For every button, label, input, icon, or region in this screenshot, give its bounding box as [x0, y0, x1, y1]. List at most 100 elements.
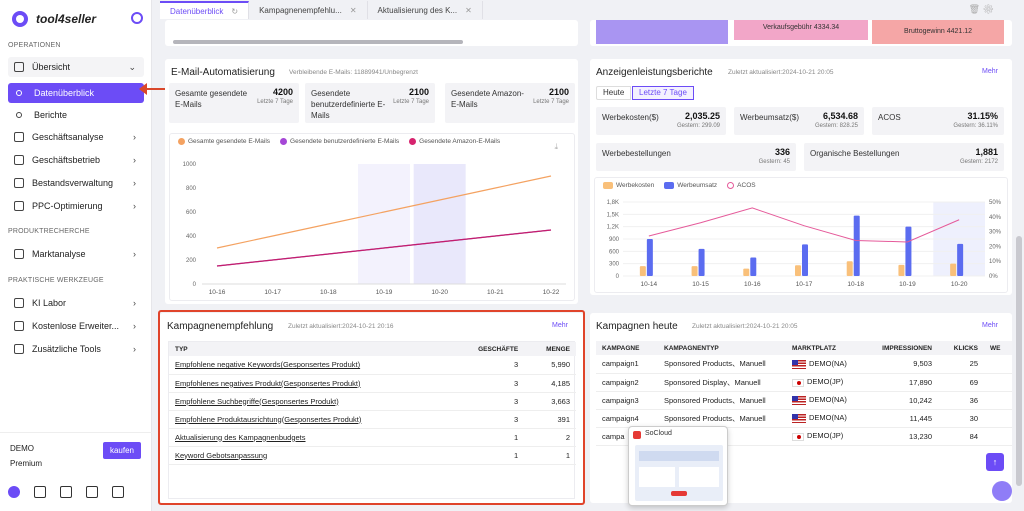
close-icon[interactable]: ✕ [349, 5, 357, 15]
col-header[interactable]: KLICKS [938, 341, 984, 355]
table-row[interactable]: campaign4 Sponsored Products、Manuell DEMO(… [596, 409, 1012, 428]
bullet-icon [16, 112, 22, 118]
ads-bar-chart: 0 300 600 900 1,2K 1,5K 1,8K 0% 10% 20% 30% 40% 50% 1… [607, 200, 1002, 288]
nav-ai-lab[interactable]: KI Labor › [8, 293, 144, 313]
ads-more-link[interactable]: Mehr [982, 68, 998, 75]
v-scrollbar[interactable] [1016, 236, 1022, 486]
campaign-name[interactable]: campaign1 [596, 355, 658, 374]
nav-label: PPC-Optimierung [32, 201, 103, 211]
y2-tick-label: 50% [989, 200, 1002, 206]
nav-overview-label: Übersicht [32, 62, 71, 72]
impressions: 9,503 [872, 355, 938, 374]
col-header[interactable]: MARKTPLATZ [786, 341, 872, 355]
buy-button[interactable]: kaufen [103, 442, 141, 459]
mail-icon[interactable] [34, 486, 46, 498]
help-icon[interactable] [992, 481, 1012, 501]
table-row[interactable]: campaign3 Sponsored Products、Manuell DEMO(… [596, 391, 1012, 410]
mobile-icon[interactable] [112, 486, 124, 498]
col-header[interactable]: KAMPAGNENTYP [658, 341, 786, 355]
table-row[interactable]: Empfohlene Suchbegriffe(Gesponsertes Pro… [169, 392, 576, 411]
table-row[interactable]: Keyword Gebotsanpassung 1 1 [169, 446, 576, 465]
tab-campaign-update[interactable]: Aktualisierung des K... ✕ [368, 1, 483, 19]
bar-revenue [646, 239, 653, 276]
chevron-right-icon: › [133, 132, 136, 142]
col-header[interactable]: IMPRESSIONEN [872, 341, 938, 355]
legend-item[interactable]: Werbekosten [603, 182, 654, 189]
marketplace: DEMO(NA) [786, 409, 872, 428]
nav-overview[interactable]: Übersicht ⌄ [8, 57, 144, 77]
legend-item[interactable]: Werbeumsatz [664, 182, 717, 189]
rec-type-link[interactable]: Empfohlenes negatives Produkt(Gesponsert… [169, 374, 449, 393]
seg-today[interactable]: Heute [596, 86, 632, 100]
rec-type-link[interactable]: Empfohlene Produktausrichtung(Gesponsert… [169, 410, 449, 429]
chevron-right-icon: › [133, 178, 136, 188]
download-icon[interactable]: ⤓ [554, 142, 558, 151]
col-header[interactable]: MENGE [524, 342, 576, 356]
y-tick-label: 800 [186, 186, 197, 192]
scroll-top-button[interactable]: ↑ [986, 453, 1004, 471]
nav-market-analysis[interactable]: Marktanalyse › [8, 244, 144, 264]
avatar[interactable] [8, 486, 20, 498]
chevron-right-icon: › [133, 298, 136, 308]
bar-cost [846, 261, 853, 276]
rec-type-link[interactable]: Keyword Gebotsanpassung [169, 446, 449, 465]
nav-ppc[interactable]: PPC-Optimierung › [8, 196, 144, 216]
col-header[interactable]: TYP [169, 342, 449, 356]
japan-flag-icon [792, 378, 804, 387]
table-row[interactable]: Empfohlenes negatives Produkt(Gesponsert… [169, 374, 576, 393]
app-logo[interactable]: tool4seller [12, 10, 96, 28]
tab-label: Kampagnenempfehlu... [259, 5, 342, 15]
x-tick-label: 10-18 [847, 281, 864, 288]
tab-tools-icon[interactable]: 🗑 ⚙ [968, 4, 994, 14]
rec-stores: 1 [449, 446, 525, 465]
legend-item[interactable]: Gesamte gesendete E-Mails [178, 138, 270, 145]
nav-data-overview-label: Datenüberblick [34, 88, 95, 98]
stat-ad-orders: Werbebestellungen 336 Gestern: 45 [596, 143, 796, 171]
campaign-name[interactable]: campaign2 [596, 373, 658, 392]
campaign-name[interactable]: campaign4 [596, 409, 658, 428]
nav-reports[interactable]: Berichte [8, 105, 144, 125]
legend-item[interactable]: ACOS [727, 182, 756, 189]
col-header[interactable]: KAMPAGNE [596, 341, 658, 355]
rec-card: Kampagnenempfehlung Zuletzt aktualisiert… [160, 313, 583, 503]
us-flag-icon [792, 359, 806, 369]
download-icon[interactable] [60, 486, 72, 498]
socloud-popup[interactable]: SoCloud [628, 426, 728, 506]
nav-free-extensions[interactable]: Kostenlose Erweiter... › [8, 316, 144, 336]
bar-cost [691, 266, 698, 276]
today-more-link[interactable]: Mehr [982, 322, 998, 329]
table-row[interactable]: campaign1 Sponsored Products、Manuell DEMO(… [596, 355, 1012, 374]
table-row[interactable]: campaign2 Sponsored Display、Manuell DEMO(J… [596, 373, 1012, 392]
nav-business-operation[interactable]: Geschäftsbetrieb › [8, 150, 144, 170]
seg-last-7[interactable]: Letzte 7 Tage [632, 86, 694, 100]
tab-campaign-rec[interactable]: Kampagnenempfehlu... ✕ [249, 1, 368, 19]
rec-type-link[interactable]: Empfohlene negative Keywords(Gesponserte… [169, 356, 449, 375]
nav-extra-tools[interactable]: Zusätzliche Tools › [8, 339, 144, 359]
nav-business-analysis[interactable]: Geschäftsanalyse › [8, 127, 144, 147]
stat-label: ACOS [878, 113, 901, 122]
ads-legend: Werbekosten Werbeumsatz ACOS [603, 182, 756, 189]
h-scrollbar[interactable] [173, 40, 463, 44]
refresh-icon[interactable]: ↻ [231, 6, 239, 16]
close-icon[interactable]: ✕ [465, 5, 472, 15]
legend-item[interactable]: Gesendete benutzerdefinierte E-Mails [280, 138, 399, 145]
col-header[interactable]: WE [984, 341, 1012, 355]
campaign-name[interactable]: campaign3 [596, 391, 658, 410]
tab-data-overview[interactable]: Datenüberblick ↻ [160, 1, 250, 19]
language-icon[interactable] [86, 486, 98, 498]
table-row[interactable]: Aktualisierung des Kampagnenbudgets 1 2 [169, 428, 576, 447]
rec-more-link[interactable]: Mehr [552, 322, 568, 329]
table-row[interactable]: Empfohlene negative Keywords(Gesponserte… [169, 356, 576, 375]
rec-type-link[interactable]: Aktualisierung des Kampagnenbudgets [169, 428, 449, 447]
gear-icon[interactable] [131, 12, 143, 24]
clicks: 69 [938, 373, 984, 392]
rec-type-link[interactable]: Empfohlene Suchbegriffe(Gesponsertes Pro… [169, 392, 449, 411]
nav-data-overview[interactable]: Datenüberblick [8, 83, 144, 103]
bar-revenue [853, 215, 860, 276]
bullet-icon [16, 90, 22, 96]
table-row[interactable]: Empfohlene Produktausrichtung(Gesponsert… [169, 410, 576, 429]
nav-inventory[interactable]: Bestandsverwaltung › [8, 173, 144, 193]
stat-label: Organische Bestellungen [810, 149, 900, 158]
legend-item[interactable]: Gesendete Amazon-E-Mails [409, 138, 500, 145]
col-header[interactable]: GESCHÄFTE [449, 342, 525, 356]
